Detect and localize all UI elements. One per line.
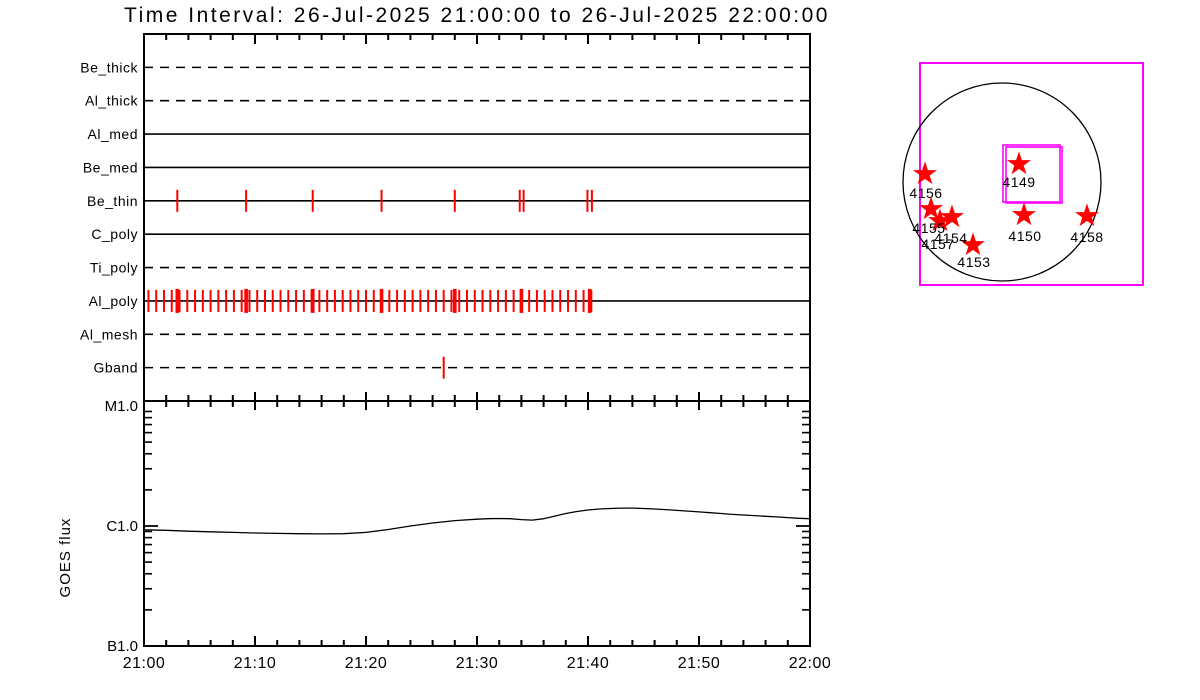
active-region-label-4158: 4158 [1070,229,1103,245]
active-region-star-4156 [912,161,938,185]
active-region-star-4149 [1006,151,1032,175]
filter-row-label-Al_thick: Al_thick [85,93,139,109]
filter-row-label-Al_med: Al_med [88,126,138,142]
active-region-star-4155 [918,196,944,220]
xtick-label-21:00: 21:00 [123,655,166,672]
filter-row-label-C_poly: C_poly [91,226,138,242]
active-region-star-4154 [939,204,965,228]
goes-panel-border [143,400,811,647]
filter-row-label-Ti_poly: Ti_poly [90,260,138,276]
active-region-label-4157: 4157 [921,236,954,252]
active-region-label-4156: 4156 [909,185,942,201]
xtick-label-21:50: 21:50 [678,655,721,672]
goes-ytick-label-B1.0: B1.0 [107,638,138,655]
filter-row-label-Gband: Gband [93,360,138,376]
active-region-label-4154: 4154 [934,230,967,246]
xtick-label-21:20: 21:20 [345,655,388,672]
filter-row-label-Be_thin: Be_thin [87,193,138,209]
filter-row-label-Al_poly: Al_poly [89,293,138,309]
filter-row-label-Be_thick: Be_thick [80,59,138,75]
timeline-panel-border [143,33,811,402]
goes-ytick-label-M1.0: M1.0 [105,398,138,415]
target-box-1 [1005,146,1063,204]
active-region-label-4149: 4149 [1002,174,1035,190]
active-region-label-4155: 4155 [912,220,945,236]
active-region-star-4158 [1074,203,1100,227]
filter-row-label-Be_med: Be_med [83,159,138,175]
active-region-label-4150: 4150 [1008,228,1041,244]
chart-title: Time Interval: 26-Jul-2025 21:00:00 to 2… [124,4,830,27]
goes-axis-label: GOES flux [57,518,74,598]
xtick-label-21:40: 21:40 [567,655,610,672]
target-box-0 [1002,144,1061,203]
goes-ytick-label-C1.0: C1.0 [106,518,138,535]
xtick-label-21:30: 21:30 [456,655,499,672]
goes-flux-curve [143,507,811,535]
xtick-label-22:00: 22:00 [789,655,832,672]
active-region-star-4153 [960,232,986,256]
xtick-label-21:10: 21:10 [234,655,277,672]
solar-limb-circle [902,82,1102,282]
active-region-star-4150 [1011,202,1037,226]
filter-row-label-Al_mesh: Al_mesh [80,326,138,342]
active-region-label-4153: 4153 [957,254,990,270]
